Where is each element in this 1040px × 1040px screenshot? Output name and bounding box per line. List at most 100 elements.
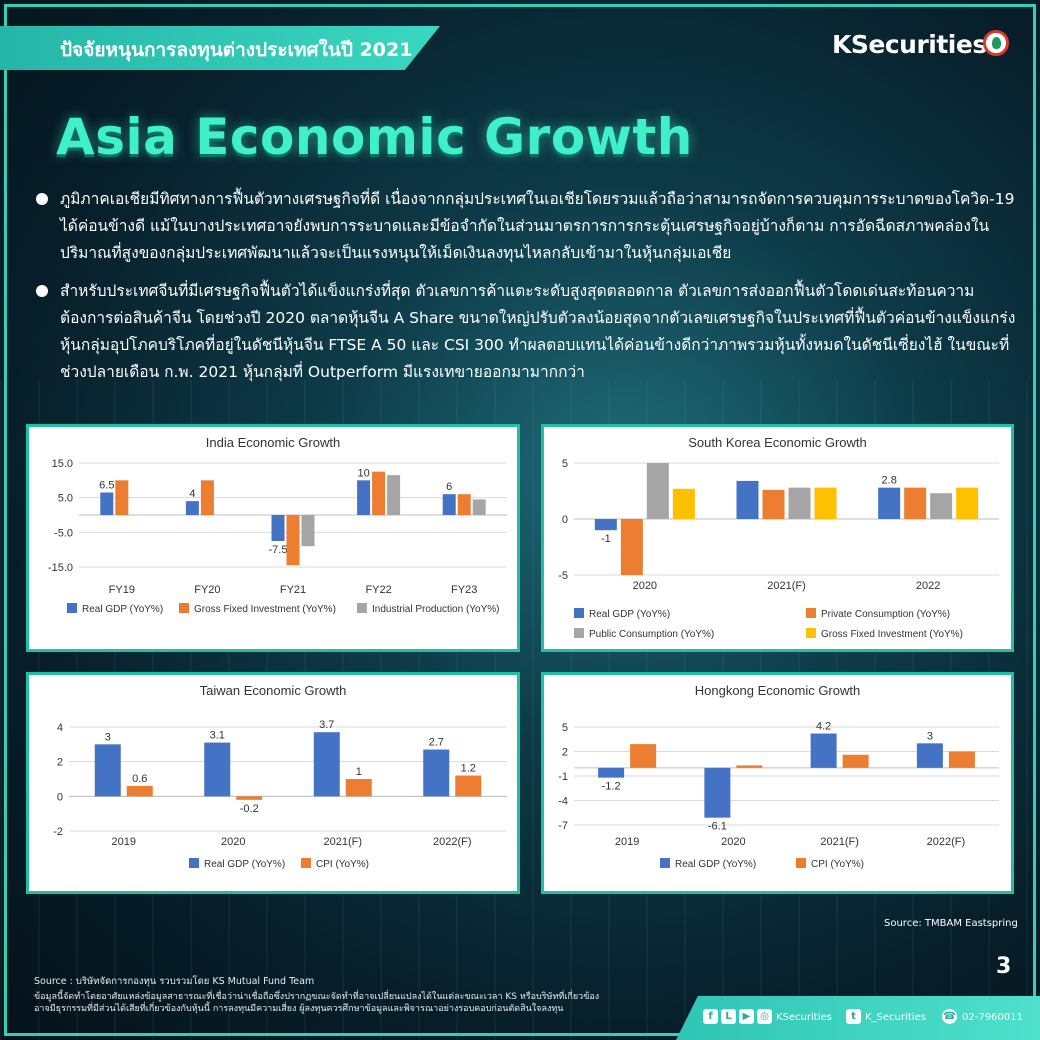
bullet-text-1: ภูมิภาคเอเชียมีทิศทางการฟื้นตัวทางเศรษฐก… bbox=[60, 190, 1015, 262]
data-label: 3 bbox=[105, 731, 111, 743]
y-tick-label: 5.0 bbox=[58, 493, 73, 505]
bullet-dot-icon bbox=[36, 285, 48, 297]
data-label: 1.2 bbox=[461, 763, 476, 775]
bar-real-gdp-yoy bbox=[878, 487, 901, 519]
x-tick-label: 2020 bbox=[633, 580, 657, 592]
phone-number[interactable]: 02-7960011 bbox=[962, 1012, 1023, 1023]
y-tick-label: -15.0 bbox=[48, 562, 73, 574]
bar-gross-fixed-investment-yoy bbox=[200, 480, 214, 515]
legend-swatch bbox=[189, 858, 199, 868]
x-tick-label: 2020 bbox=[721, 836, 745, 848]
legend-swatch bbox=[574, 628, 584, 638]
data-label: 6.5 bbox=[99, 479, 114, 491]
legend-label: Private Consumption (YoY%) bbox=[821, 609, 950, 620]
data-label: 6 bbox=[446, 481, 452, 493]
legend-swatch bbox=[357, 603, 367, 613]
korea-chart-svg: South Korea Economic Growth 5 0 -5 2020 -1 202… bbox=[558, 435, 999, 640]
hongkong-chart-panel: Hongkong Economic Growth 5 2 -1 -4 -7 2019 -1.2… bbox=[541, 672, 1014, 894]
y-tick-label: -5.0 bbox=[54, 527, 73, 539]
instagram-icon[interactable]: ◎ bbox=[757, 1009, 772, 1024]
y-tick-label: -2 bbox=[53, 826, 63, 838]
phone-icon[interactable]: ☎ bbox=[942, 1009, 957, 1024]
brand-leaf-icon bbox=[983, 30, 1009, 56]
chart-title: Taiwan Economic Growth bbox=[200, 683, 347, 698]
legend-label: Gross Fixed Investment (YoY%) bbox=[194, 604, 336, 615]
page-headline: Asia Economic Growth bbox=[56, 108, 693, 166]
section-tag-title: ปัจจัยหนุนการลงทุนต่างประเทศในปี 2021 bbox=[60, 39, 413, 61]
chart-title: India Economic Growth bbox=[206, 435, 340, 450]
bar-gross-fixed-investment-yoy bbox=[672, 488, 695, 519]
x-tick-label: FY21 bbox=[280, 584, 306, 596]
x-tick-label: 2021(F) bbox=[767, 580, 806, 592]
y-tick-label: -5 bbox=[558, 570, 568, 582]
bar-gross-fixed-investment-yoy bbox=[286, 515, 300, 566]
section-tag-bar bbox=[0, 26, 440, 70]
x-tick-label: 2019 bbox=[112, 836, 136, 848]
bar-gross-fixed-investment-yoy bbox=[457, 494, 471, 515]
y-tick-label: -4 bbox=[558, 796, 568, 808]
y-tick-label: -1 bbox=[558, 771, 568, 783]
bar-industrial-production-yoy bbox=[301, 515, 315, 547]
y-tick-label: 15.0 bbox=[52, 458, 73, 470]
x-tick-label: 2019 bbox=[615, 836, 639, 848]
legend-swatch bbox=[660, 858, 670, 868]
data-label: 3.7 bbox=[319, 719, 334, 731]
data-label: 3 bbox=[927, 730, 933, 742]
bar-cpi-yoy bbox=[948, 751, 975, 768]
legend-swatch bbox=[301, 858, 311, 868]
data-label: -1.2 bbox=[602, 781, 621, 793]
y-tick-label: 5 bbox=[562, 458, 568, 470]
bar-cpi-yoy bbox=[736, 765, 763, 768]
bar-cpi-yoy bbox=[630, 744, 657, 768]
bar-public-consumption-yoy bbox=[930, 493, 953, 519]
bar-real-gdp-yoy bbox=[810, 733, 837, 768]
data-label: 0.6 bbox=[132, 773, 147, 785]
y-tick-label: 4 bbox=[57, 722, 63, 734]
data-label: 2.8 bbox=[882, 475, 897, 487]
taiwan-chart-panel: Taiwan Economic Growth 4 2 0 -2 2019 3 0.6 2020 3… bbox=[26, 672, 520, 894]
legend-swatch bbox=[179, 603, 189, 613]
youtube-icon[interactable]: ▶ bbox=[739, 1009, 754, 1024]
chart-source: Source: TMBAM Eastspring bbox=[884, 918, 1018, 929]
legend-label: CPI (YoY%) bbox=[316, 859, 369, 870]
bar-industrial-production-yoy bbox=[387, 475, 401, 515]
x-tick-label: FY23 bbox=[451, 584, 477, 596]
data-label: 2.7 bbox=[429, 737, 444, 749]
line-icon[interactable]: L bbox=[721, 1009, 736, 1024]
x-tick-label: 2022(F) bbox=[927, 836, 966, 848]
bar-real-gdp-yoy bbox=[100, 492, 114, 515]
y-tick-label: 0 bbox=[57, 791, 63, 803]
chart-title: South Korea Economic Growth bbox=[688, 435, 866, 450]
bar-real-gdp-yoy bbox=[704, 767, 731, 818]
bullet-dot-icon bbox=[36, 193, 48, 205]
legend-label: Real GDP (YoY%) bbox=[204, 859, 285, 870]
bar-real-gdp-yoy bbox=[94, 744, 121, 797]
bar-cpi-yoy bbox=[126, 785, 153, 797]
legend-swatch bbox=[67, 603, 77, 613]
korea-chart-panel: South Korea Economic Growth 5 0 -5 2020 -1 202… bbox=[541, 424, 1014, 652]
india-chart-panel: India Economic Growth 15.0 5.0 -5.0 -15.0 FY1… bbox=[26, 424, 520, 652]
x-tick-label: FY22 bbox=[365, 584, 391, 596]
facebook-icon[interactable]: f bbox=[703, 1009, 718, 1024]
legend-swatch bbox=[796, 858, 806, 868]
bar-private-consumption-yoy bbox=[762, 489, 785, 519]
bar-gross-fixed-investment-yoy bbox=[814, 487, 837, 519]
x-tick-label: 2020 bbox=[221, 836, 245, 848]
data-label: 4.2 bbox=[816, 721, 831, 733]
bar-real-gdp-yoy bbox=[313, 732, 340, 797]
brand-logo-text: KSecurities bbox=[832, 30, 987, 59]
y-tick-label: -7 bbox=[558, 820, 568, 832]
bar-real-gdp-yoy bbox=[442, 494, 456, 515]
bar-private-consumption-yoy bbox=[620, 519, 643, 575]
x-tick-label: 2021(F) bbox=[820, 836, 859, 848]
twitter-handle[interactable]: K_Securities bbox=[865, 1012, 926, 1023]
bar-real-gdp-yoy bbox=[594, 519, 617, 531]
data-label: -0.2 bbox=[240, 803, 259, 815]
legend-label: Real GDP (YoY%) bbox=[589, 609, 670, 620]
twitter-icon[interactable]: t bbox=[846, 1009, 861, 1024]
y-tick-label: 2 bbox=[57, 757, 63, 769]
y-tick-label: 2 bbox=[562, 747, 568, 759]
social-handle[interactable]: KSecurities bbox=[776, 1012, 832, 1023]
bar-real-gdp-yoy bbox=[357, 480, 371, 515]
bar-real-gdp-yoy bbox=[185, 501, 199, 515]
